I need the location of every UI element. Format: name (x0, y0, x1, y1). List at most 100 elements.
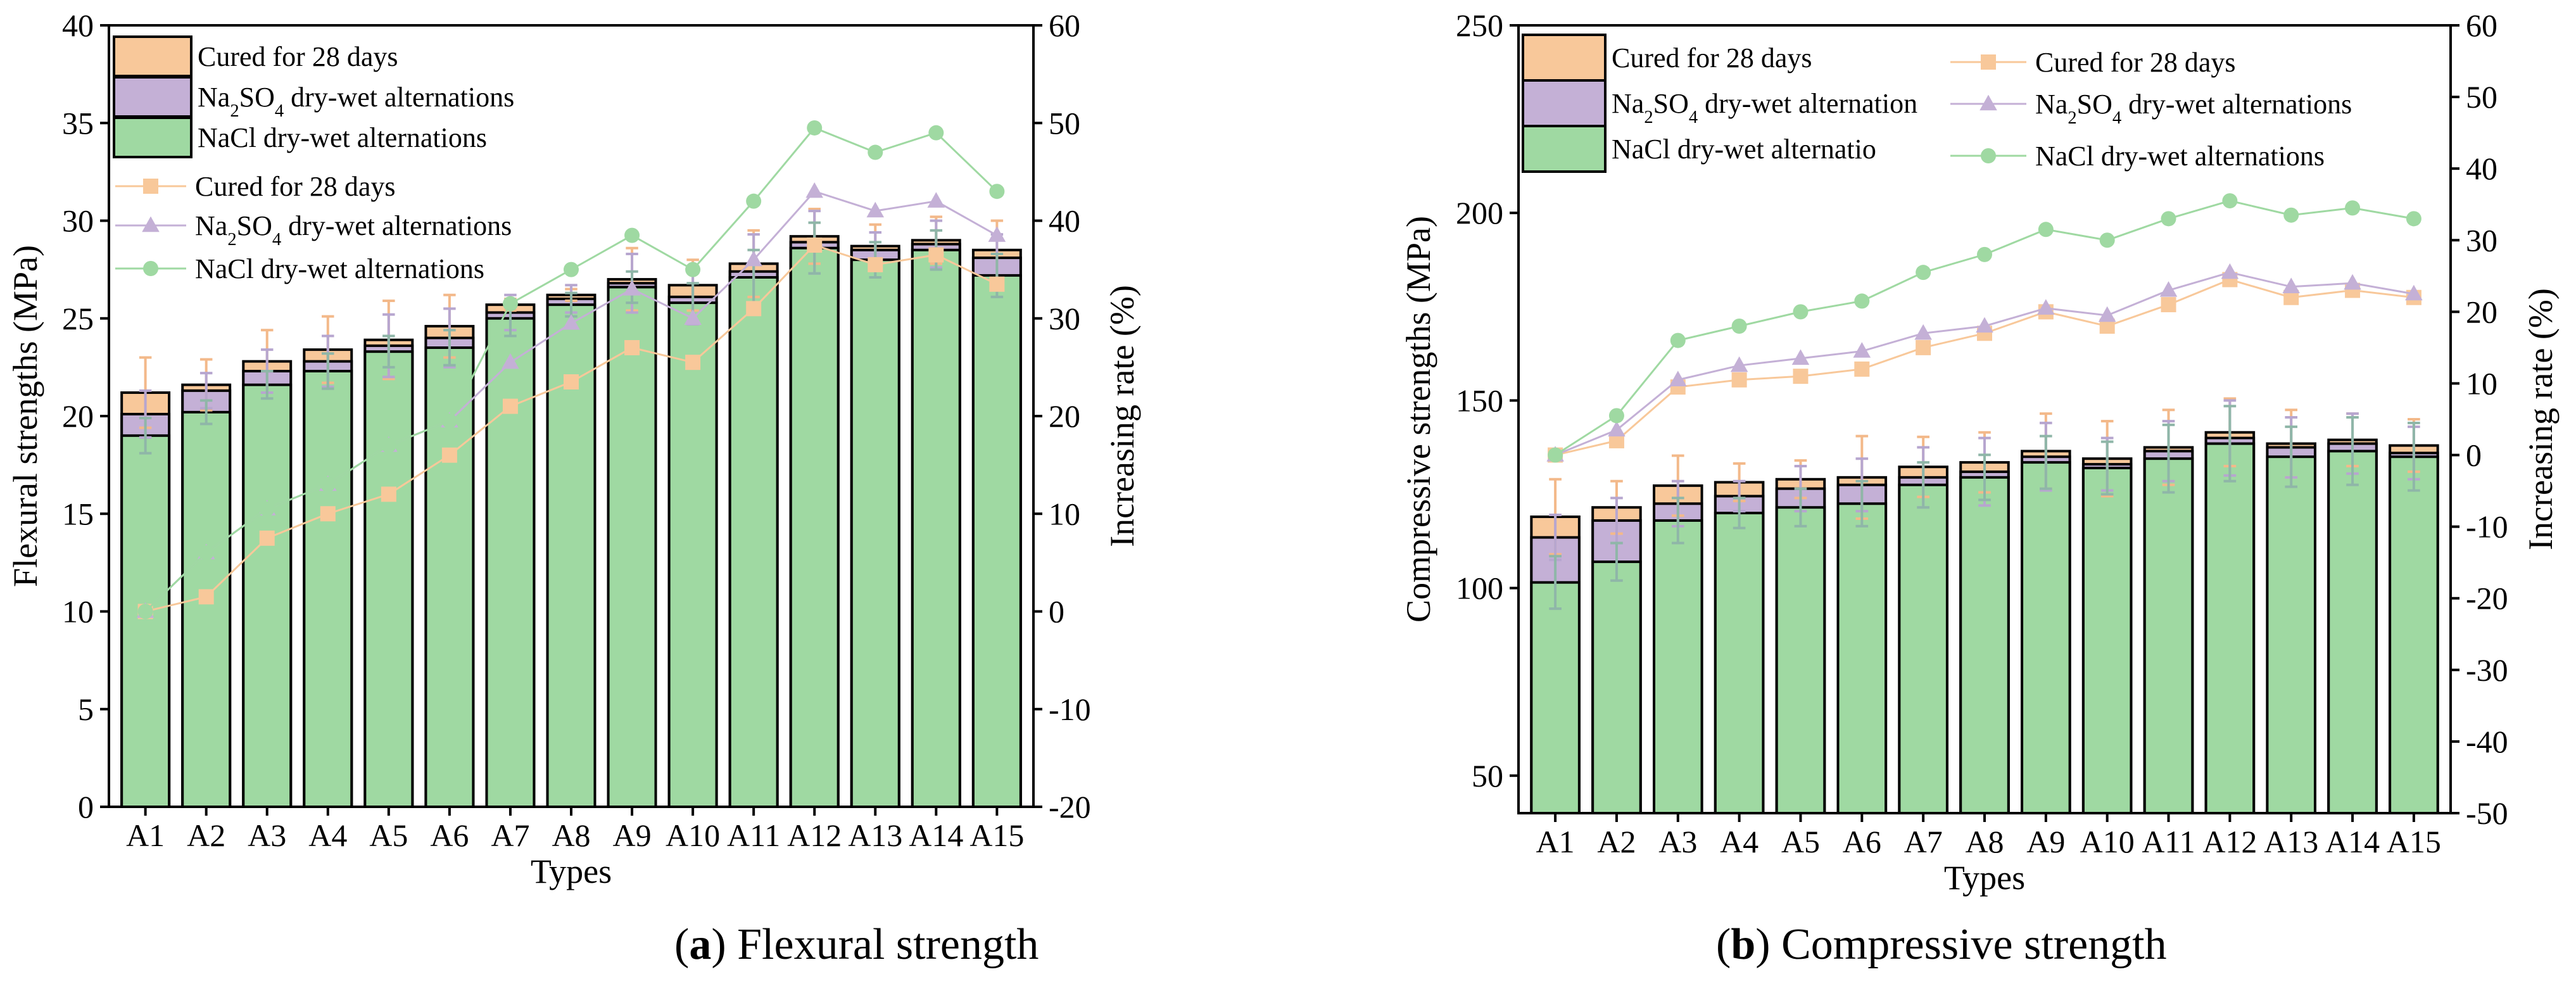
y2-axis-title: Increasing rate (%) (1103, 285, 1141, 547)
point-2-A7 (1916, 265, 1931, 281)
bar-2-A1 (1530, 581, 1581, 815)
legend-swatch (113, 117, 193, 158)
bar-2-A15 (2389, 455, 2439, 814)
point-2-A5 (1793, 304, 1809, 320)
bar-2-A5 (363, 350, 414, 808)
y2-tick-label: 20 (2466, 294, 2497, 329)
point-0-A9 (624, 340, 640, 356)
point-2-A14 (2345, 200, 2361, 216)
y-tick-label: 40 (62, 8, 94, 43)
point-2-A10 (685, 262, 701, 277)
point-0-A4 (1731, 372, 1747, 388)
point-2-A9 (2038, 222, 2054, 237)
errorbar-2-A15 (2408, 421, 2420, 492)
y-tick-label: 15 (62, 496, 94, 531)
y2-tick-label: 10 (1049, 496, 1080, 531)
caption-b: (b) Compressive strength (1716, 920, 2167, 969)
bar-2-A12 (789, 246, 840, 808)
y2-tick-label: 30 (2466, 222, 2497, 258)
point-2-A15 (2406, 211, 2421, 227)
x-tick-label: A3 (1658, 824, 1697, 859)
point-1-A14 (927, 192, 945, 208)
errorbar-2-A4 (322, 352, 334, 390)
y-tick-label: 20 (62, 398, 94, 434)
errorbar-2-A2 (1610, 541, 1623, 582)
errorbar-2-A11 (2162, 423, 2175, 494)
bar-2-A14 (911, 248, 961, 808)
point-1-A9 (623, 280, 641, 296)
point-1-A5 (1791, 349, 1810, 365)
legend-marker (1981, 54, 1996, 70)
legend-label: NaCl dry-wet alternations (2035, 141, 2325, 172)
point-2-A12 (807, 120, 823, 136)
point-1-A6 (1853, 342, 1871, 358)
point-0-A15 (989, 276, 1005, 292)
point-2-A1 (1548, 447, 1563, 463)
x-tick-label: A12 (2202, 824, 2257, 859)
x-tick-label: A5 (369, 818, 408, 853)
errorbar-2-A10 (2100, 440, 2114, 496)
x-tick-label: A4 (308, 818, 347, 853)
point-2-A11 (2161, 211, 2176, 227)
point-2-A1 (137, 604, 153, 619)
x-axis-title: Types (1944, 859, 2025, 897)
point-0-A11 (746, 301, 762, 317)
legend-label: Na2SO4 dry-wet alternations (2035, 89, 2352, 128)
errorbar-2-A7 (1917, 461, 1929, 509)
bar-2-A7 (485, 317, 536, 808)
bar-2-A12 (2204, 442, 2256, 814)
x-tick-label: A14 (2325, 824, 2380, 859)
y-tick-label: 200 (1456, 195, 1503, 231)
point-0-A6 (441, 447, 457, 463)
legend-label: Na2SO4 dry-wet alternations (198, 82, 514, 121)
point-0-A2 (198, 589, 214, 605)
bar-2-A3 (242, 383, 293, 808)
legend-marker (143, 179, 158, 194)
x-tick-label: A2 (187, 818, 225, 853)
legend-label: Cured for 28 days (1612, 42, 1812, 73)
errorbar-2-A9 (2040, 434, 2052, 490)
x-tick-label: A7 (491, 818, 529, 853)
caption-a: (a) Flexural strength (674, 920, 1039, 969)
point-1-A12 (805, 182, 824, 198)
point-2-A2 (198, 545, 214, 560)
y2-tick-label: 30 (1049, 301, 1080, 336)
legend-label: Na2SO4 dry-wet alternation (1612, 88, 1917, 127)
point-1-A15 (2405, 284, 2423, 301)
errorbar-2-A2 (199, 399, 213, 426)
x-tick-label: A12 (787, 818, 842, 853)
point-2-A12 (2222, 193, 2238, 209)
y2-tick-label: 0 (2466, 438, 2482, 473)
point-2-A4 (320, 476, 336, 492)
chart-a: 0 5 10 15 20 25 30 35 40 -20 -10 0 10 20 30 40 50 60 A1 A2 A… (6, 8, 1141, 890)
errorbar-2-A1 (139, 417, 152, 455)
point-1-A11 (745, 250, 762, 267)
point-1-A11 (2159, 281, 2178, 297)
bar-2-A8 (1959, 476, 2010, 814)
legend-swatch (113, 76, 193, 118)
x-tick-label: A14 (909, 818, 963, 853)
y-tick-label: 250 (1456, 8, 1503, 43)
point-0-A10 (685, 355, 701, 370)
point-2-A10 (2099, 232, 2115, 248)
x-tick-label: A8 (552, 818, 590, 853)
point-2-A13 (868, 144, 883, 160)
x-tick-label: A8 (1965, 824, 2004, 859)
legend: Cured for 28 days Na2SO4 dry-wet alternat… (113, 35, 514, 284)
y2-tick-label: -20 (2466, 581, 2508, 616)
errorbar-2-A12 (2223, 405, 2237, 483)
y2-tick-label: 0 (1049, 594, 1064, 629)
point-2-A3 (1670, 332, 1686, 348)
point-0-A8 (564, 374, 579, 390)
point-2-A4 (1731, 318, 1747, 334)
point-2-A8 (1977, 246, 1992, 262)
errorbar-2-A3 (260, 370, 274, 400)
errorbar-2-A14 (2346, 416, 2359, 486)
point-1-A8 (562, 314, 580, 330)
y2-tick-label: 60 (2466, 8, 2497, 43)
point-1-A15 (988, 226, 1006, 242)
errorbar-2-A8 (1978, 453, 1991, 502)
y-tick-label: 5 (78, 692, 94, 727)
point-0-A7 (502, 398, 518, 414)
